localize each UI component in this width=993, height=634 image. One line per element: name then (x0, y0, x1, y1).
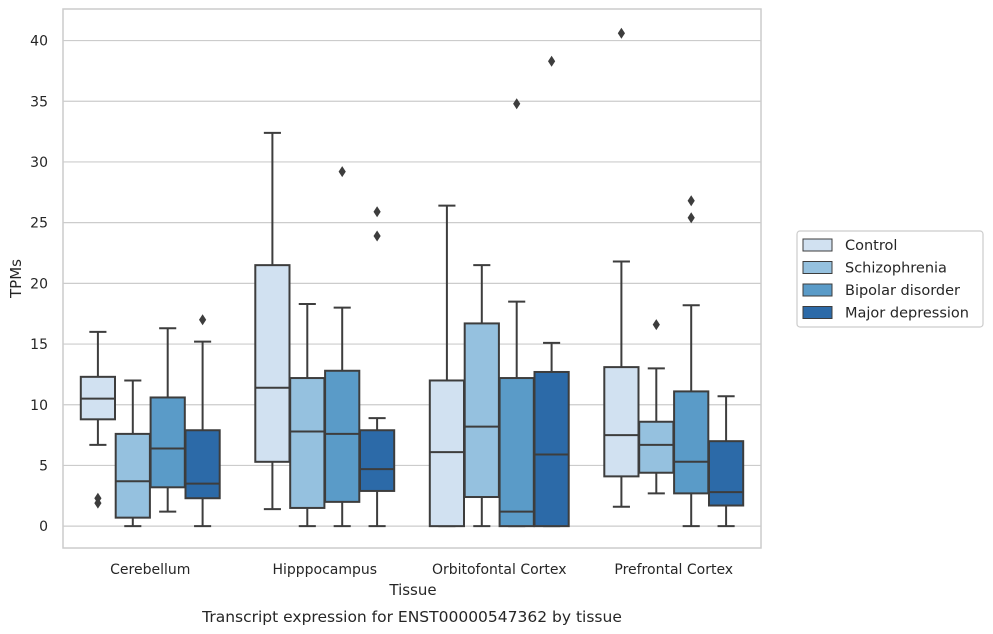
box-cerebellum-control (79, 330, 117, 509)
y-tick-label-15: 15 (30, 337, 48, 353)
legend-label-major-depression: Major depression (845, 306, 969, 322)
x-axis-label: Tissue (388, 581, 436, 599)
x-tick-label-prefrontal-cortex: Prefrontal Cortex (614, 562, 733, 578)
box-body (463, 322, 500, 499)
outlier-point (338, 166, 346, 178)
legend-frame (796, 230, 984, 328)
box-prefrontal-cortex-major-depression (707, 395, 745, 528)
box-prefrontal-cortex-schizophrenia (638, 319, 675, 495)
legend-label-schizophrenia: Schizophrenia (845, 261, 947, 277)
box-cerebellum-major-depression (184, 314, 221, 528)
legend-swatch-major-depression (802, 306, 833, 319)
y-tick-label-10: 10 (30, 398, 48, 414)
box-body (324, 369, 361, 503)
box-orbitofontal-cortex-control (428, 204, 466, 528)
legend-swatch-schizophrenia (802, 261, 833, 274)
y-tick-label-25: 25 (30, 216, 48, 232)
box-body (289, 377, 326, 509)
outlier-point (373, 206, 381, 218)
box-body (184, 429, 221, 500)
outlier-point (617, 27, 625, 39)
legend-swatch-control (802, 238, 833, 252)
box-cerebellum-schizophrenia (114, 379, 151, 528)
y-tick-label-40: 40 (30, 34, 48, 50)
y-tick-label-35: 35 (30, 94, 48, 110)
outlier-point (199, 314, 207, 326)
box-cerebellum-bipolar-disorder (149, 327, 186, 513)
outlier-point (513, 98, 521, 110)
legend: Control Schizophrenia Bipolar disorder Majo… (796, 230, 984, 328)
box-orbitofontal-cortex-schizophrenia (463, 264, 500, 528)
box-hipppocampus-control (254, 131, 291, 511)
box-body (358, 429, 396, 492)
box-body (498, 377, 535, 528)
outlier-point (548, 55, 556, 67)
box-hipppocampus-bipolar-disorder (324, 166, 361, 528)
x-tick-label-hipppocampus: Hipppocampus (272, 562, 377, 578)
outlier-point (687, 212, 695, 224)
box-groups (79, 27, 745, 528)
box-body (638, 420, 675, 474)
box-body (114, 432, 151, 519)
outlier-point (373, 230, 381, 242)
figure-caption: Transcript expression for ENST0000054736… (201, 608, 622, 626)
box-body (707, 440, 745, 507)
box-orbitofontal-cortex-bipolar-disorder (498, 98, 535, 528)
box-orbitofontal-cortex-major-depression (533, 55, 570, 528)
outlier-point (687, 195, 695, 207)
box-body (673, 390, 710, 495)
box-body (533, 370, 570, 528)
y-tick-label-0: 0 (39, 519, 48, 535)
plot-frame (62, 8, 762, 549)
legend-label-bipolar-disorder: Bipolar disorder (845, 283, 960, 299)
y-axis-label: TPMs (7, 259, 25, 299)
x-tick-label-orbitofontal-cortex: Orbitofontal Cortex (432, 562, 567, 578)
x-axis-ticks: Cerebellum Hipppocampus Orbitofontal Corte… (110, 562, 733, 578)
box-body (254, 264, 291, 463)
box-body (428, 379, 466, 528)
legend-label-control: Control (845, 238, 897, 254)
outlier-point (94, 492, 102, 504)
box-body (149, 396, 186, 489)
y-tick-label-30: 30 (30, 155, 48, 171)
box-body (603, 366, 640, 478)
y-tick-label-20: 20 (30, 276, 48, 292)
box-hipppocampus-schizophrenia (289, 302, 326, 528)
x-tick-label-cerebellum: Cerebellum (110, 562, 190, 578)
box-hipppocampus-major-depression (358, 206, 396, 528)
legend-swatch-bipolar-disorder (802, 283, 833, 297)
y-tick-label-5: 5 (39, 458, 48, 474)
box-prefrontal-cortex-bipolar-disorder (673, 195, 710, 528)
outlier-point (652, 319, 660, 331)
box-prefrontal-cortex-control (603, 27, 640, 508)
y-axis-ticks: 0 5 10 15 20 25 30 35 40 (30, 34, 48, 536)
